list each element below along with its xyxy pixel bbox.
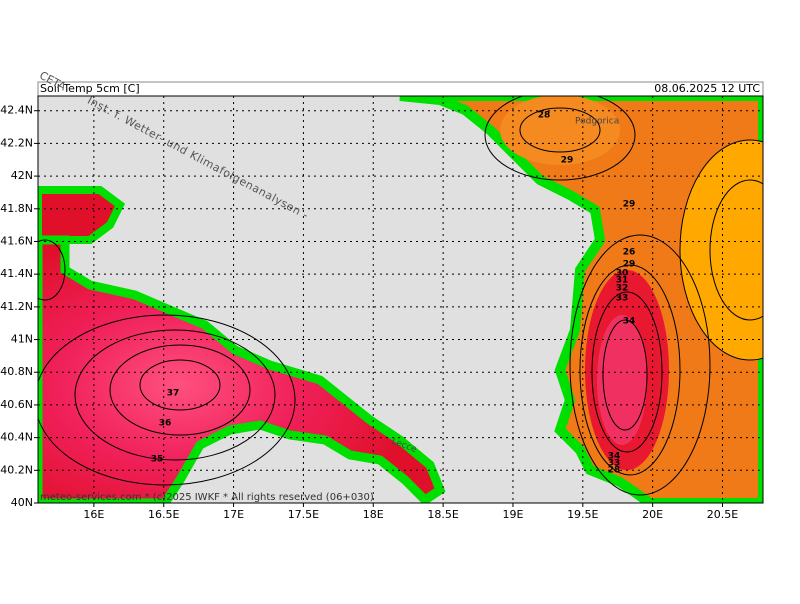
contour-label: 28 xyxy=(538,111,551,121)
contour-label: 35 xyxy=(151,455,164,465)
contour-label: 29 xyxy=(623,260,636,270)
contour-label: 34 xyxy=(608,452,621,462)
lat-tick-label: 41N xyxy=(11,333,33,346)
contour-label: 26 xyxy=(623,248,636,258)
contour-label: 36 xyxy=(159,419,172,429)
contour-label: 29 xyxy=(561,156,574,166)
lon-tick-label: 16E xyxy=(83,508,104,521)
contour-label: 30 xyxy=(616,269,629,279)
lat-tick-label: 41.6N xyxy=(0,234,33,247)
lon-tick-label: 18.5E xyxy=(427,508,458,521)
grid xyxy=(38,96,763,503)
contour-label: 37 xyxy=(167,389,180,399)
map-date: 08.06.2025 12 UTC xyxy=(654,82,760,95)
footer: meteo-services.com * (c)2025 IWKF * All … xyxy=(40,492,374,503)
contour-label: 32 xyxy=(616,284,629,294)
lat-tick-label: 41.4N xyxy=(0,267,33,280)
lat-tick-label: 40N xyxy=(11,496,33,509)
contour-label: 33 xyxy=(616,294,629,304)
contour-label: 31 xyxy=(616,276,629,286)
contour-label: 29 xyxy=(623,200,636,210)
lat-tick-label: 40.6N xyxy=(0,398,33,411)
land-east xyxy=(399,96,763,503)
lon-tick-label: 18E xyxy=(363,508,384,521)
lat-tick-label: 40.8N xyxy=(0,365,33,378)
lon-tick-label: 17.5E xyxy=(288,508,319,521)
lon-tick-label: 20E xyxy=(642,508,663,521)
contours xyxy=(38,96,763,496)
lon-tick-label: 19.5E xyxy=(567,508,598,521)
lat-tick-label: 40.4N xyxy=(0,431,33,444)
contour-label: 28 xyxy=(608,466,621,476)
map-title: Soil Temp 5cm [C] xyxy=(40,82,140,95)
map-frame xyxy=(37,95,764,504)
contour-label: 33 xyxy=(608,459,621,469)
lon-tick-label: 20.5E xyxy=(707,508,738,521)
lon-tick-label: 16.5E xyxy=(148,508,179,521)
lat-tick-label: 40.2N xyxy=(0,463,33,476)
hot-zone xyxy=(597,315,647,445)
lon-tick-label: 17E xyxy=(223,508,244,521)
warm-zone xyxy=(680,140,763,360)
contour-label: 34 xyxy=(623,317,636,327)
map-body xyxy=(38,96,763,503)
lat-tick-label: 41.2N xyxy=(0,300,33,313)
lon-tick-label: 19E xyxy=(502,508,523,521)
lat-tick-label: 42.2N xyxy=(0,136,33,149)
axes: 16E 16.5E 17E 17.5E 18E 18.5E 19E 19.5E 20E 20.5E… xyxy=(0,104,738,521)
land-gargano xyxy=(38,186,126,244)
warm-zone xyxy=(500,96,620,165)
place-label: Podgorica xyxy=(575,117,619,127)
lat-tick-label: 41.8N xyxy=(0,202,33,215)
lat-tick-label: 42N xyxy=(11,169,33,182)
lat-tick-label: 42.4N xyxy=(0,104,33,117)
contour-labels: 28 29 29 26 29 30 31 32 33 34 37 36 35 3… xyxy=(151,111,636,476)
